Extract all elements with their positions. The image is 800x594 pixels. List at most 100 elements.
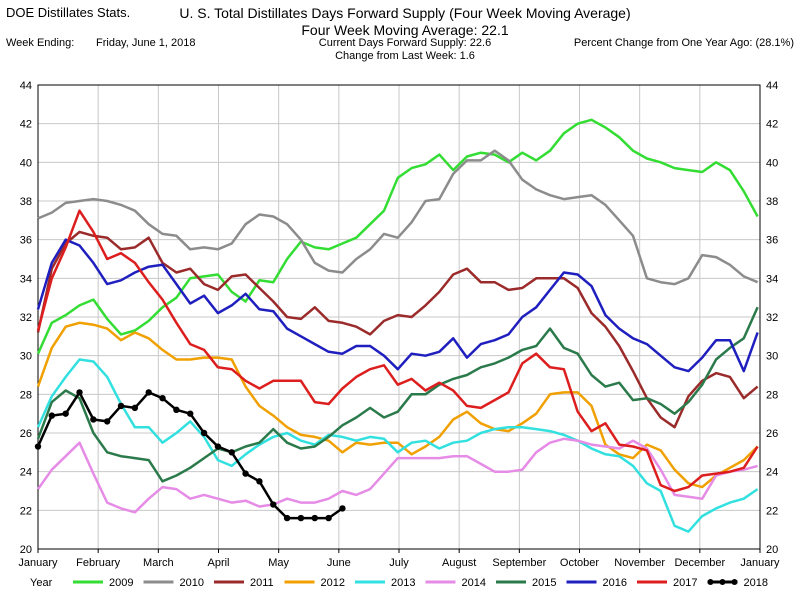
y-tick-label-right: 24 (766, 467, 778, 479)
y-tick-label-left: 34 (20, 273, 32, 285)
data-point-2018 (145, 389, 152, 396)
series-2015 (36, 306, 759, 483)
data-point-2018 (76, 389, 83, 396)
series-2013 (36, 358, 759, 533)
data-point-2018 (117, 402, 125, 410)
x-tick-label: April (207, 557, 229, 569)
data-point-2018 (34, 443, 42, 450)
series-line-2014 (36, 437, 758, 514)
series-line-2013 (36, 358, 759, 533)
y-tick-label-right: 40 (766, 157, 778, 169)
series-line-2012 (36, 321, 759, 489)
x-tick-label: October (560, 557, 599, 569)
y-tick-label-right: 44 (766, 80, 778, 92)
series-2011 (36, 230, 759, 429)
y-tick-label-right: 34 (766, 273, 778, 285)
data-point-2018 (187, 410, 194, 417)
series-2018 (34, 389, 346, 522)
data-point-2018 (103, 418, 111, 425)
percent-change: Percent Change from One Year Ago: (28.1%… (573, 37, 794, 49)
x-tick-label: January (740, 557, 780, 569)
data-point-2018 (270, 501, 277, 508)
legend-label-2014: 2014 (462, 577, 486, 589)
y-tick-label-left: 22 (20, 505, 32, 517)
week-ending-label: Week Ending: (6, 37, 75, 49)
x-tick-label: September (492, 557, 546, 569)
series-2016 (36, 238, 759, 373)
series-line-2015 (36, 306, 759, 483)
legend-label-2011: 2011 (250, 577, 274, 589)
data-point-2018 (62, 410, 69, 417)
y-tick-label-right: 22 (766, 505, 778, 517)
series-line-2017 (36, 209, 759, 493)
y-tick-label-right: 30 (766, 351, 778, 363)
current-supply: Current Days Forward Supply: 22.6 (318, 37, 492, 49)
data-point-2018 (256, 478, 263, 485)
y-tick-label-right: 26 (766, 428, 778, 440)
legend-title: Year (30, 577, 53, 589)
data-point-2018 (200, 429, 208, 437)
data-point-2018 (131, 404, 139, 412)
y-tick-label-right: 38 (766, 196, 778, 208)
legend-label-2016: 2016 (603, 577, 627, 589)
series-2017 (36, 209, 759, 493)
data-point-2018 (214, 443, 222, 450)
series-line-2010 (37, 149, 759, 286)
data-point-2018 (325, 514, 332, 522)
plot-border (37, 84, 761, 550)
y-tick-label-right: 36 (766, 235, 778, 247)
app-name: DOE Distillates Stats. (6, 5, 131, 20)
series-2012 (36, 321, 759, 489)
y-tick-label-right: 20 (766, 544, 778, 556)
legend-label-2015: 2015 (532, 577, 556, 589)
x-tick-label: March (143, 557, 174, 569)
data-point-2018 (297, 514, 305, 522)
series-line-2011 (36, 230, 759, 429)
y-tick-label-left: 20 (20, 544, 32, 556)
data-point-2018 (242, 470, 249, 477)
legend-label-2018: 2018 (744, 577, 768, 589)
x-tick-label: July (389, 557, 409, 569)
chart-subtitle: Four Week Moving Average: 22.1 (301, 22, 509, 38)
series-line-2009 (36, 118, 759, 355)
series-2014 (36, 437, 758, 514)
legend-label-2012: 2012 (321, 577, 345, 589)
legend-label-2009: 2009 (109, 577, 133, 589)
legend-label-2017: 2017 (673, 577, 697, 589)
chart-title: U. S. Total Distillates Days Forward Sup… (179, 5, 631, 21)
y-tick-label-left: 38 (20, 196, 32, 208)
x-tick-label: February (76, 557, 121, 569)
y-tick-label-left: 30 (20, 351, 32, 363)
legend-label-2013: 2013 (391, 577, 415, 589)
data-point-2018 (283, 514, 291, 522)
data-point-2018 (48, 412, 56, 419)
series-line-2016 (36, 238, 759, 373)
x-tick-label: May (268, 557, 289, 569)
x-tick-label: August (442, 557, 476, 569)
legend-label-2010: 2010 (180, 577, 204, 589)
data-point-2018 (228, 449, 235, 456)
x-tick-label: November (614, 557, 665, 569)
y-tick-label-left: 40 (20, 157, 32, 169)
x-tick-label: January (18, 557, 58, 569)
y-tick-label-left: 24 (20, 467, 32, 479)
data-point-2018 (173, 406, 180, 413)
data-point-2018 (90, 416, 97, 423)
y-tick-label-left: 36 (20, 235, 32, 247)
y-tick-label-left: 28 (20, 389, 32, 401)
y-tick-label-left: 26 (20, 428, 32, 440)
y-tick-label-left: 44 (20, 80, 32, 92)
y-tick-label-right: 42 (766, 119, 778, 131)
data-point-2018 (311, 514, 318, 522)
legend-marker-2018 (731, 579, 738, 585)
data-point-2018 (339, 505, 346, 512)
y-tick-label-right: 32 (766, 312, 778, 324)
series-2010 (37, 149, 759, 286)
legend-marker-2018 (719, 579, 726, 585)
legend-marker-2018 (707, 579, 714, 585)
data-point-2018 (159, 395, 166, 402)
x-tick-label: June (327, 557, 351, 569)
weekly-change: Change from Last Week: 1.6 (335, 50, 475, 62)
y-tick-label-left: 32 (20, 312, 32, 324)
series-2009 (36, 118, 759, 355)
